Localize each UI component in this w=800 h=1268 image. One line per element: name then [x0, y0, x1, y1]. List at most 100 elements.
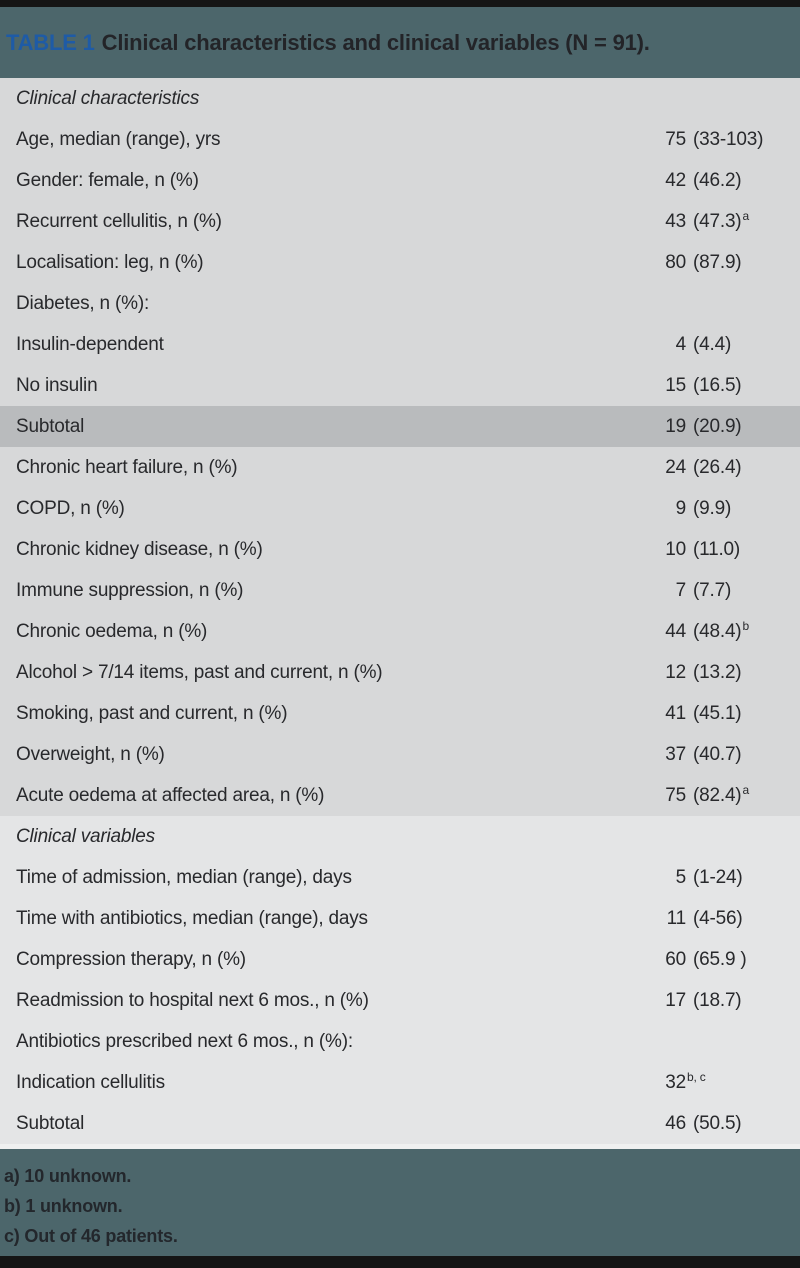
value-number: 75: [665, 784, 686, 806]
table-body: Clinical characteristics Age, median (ran…: [0, 78, 800, 1144]
value-parenthetical: (4-56): [693, 907, 743, 929]
row-value: 75 (33-103): [610, 119, 763, 160]
table-row: Indication cellulitis 32 b, c: [0, 1062, 800, 1103]
value-number: 24: [665, 456, 686, 478]
row-value: 42 (46.2): [610, 160, 741, 201]
row-value: 4 (4.4): [610, 324, 732, 365]
value-number: 43: [665, 210, 686, 232]
row-label: Gender: female, n (%): [16, 169, 199, 191]
row-label: COPD, n (%): [16, 497, 125, 519]
row-label: Time of admission, median (range), days: [16, 866, 352, 888]
footnote-marker: b: [742, 618, 749, 633]
value-parenthetical: (18.7): [693, 989, 742, 1011]
footer-separator: [0, 1144, 800, 1149]
value-parenthetical: (4.4): [693, 333, 732, 355]
row-label: Time with antibiotics, median (range), d…: [16, 907, 368, 929]
table-row: Time with antibiotics, median (range), d…: [0, 898, 800, 939]
value-parenthetical: (82.4): [693, 784, 742, 806]
table-row: No insulin 15 (16.5): [0, 365, 800, 406]
footnote-line: b) 1 unknown.: [4, 1196, 123, 1216]
value-number: 9: [675, 497, 687, 519]
row-label: Indication cellulitis: [16, 1071, 165, 1093]
row-value: 32 b, c: [610, 1062, 706, 1103]
value-parenthetical: (45.1): [693, 702, 742, 724]
row-label: Diabetes, n (%):: [16, 292, 150, 314]
row-label: Clinical variables: [16, 825, 155, 847]
value-parenthetical: (16.5): [693, 374, 742, 396]
table-title: Clinical characteristics and clinical va…: [101, 29, 650, 55]
value-parenthetical: (87.9): [693, 251, 742, 273]
value-parenthetical: (40.7): [693, 743, 742, 765]
value-number: 41: [665, 702, 686, 724]
table-row: Insulin-dependent 4 (4.4): [0, 324, 800, 365]
table-row: COPD, n (%) 9 (9.9): [0, 488, 800, 529]
row-label: Subtotal: [16, 1112, 85, 1134]
row-value: 43 (47.3) a: [610, 201, 749, 242]
value-number: 12: [665, 661, 686, 683]
table-row: Localisation: leg, n (%) 80 (87.9): [0, 242, 800, 283]
row-value: 60 (65.9 ): [610, 939, 746, 980]
table-row: Compression therapy, n (%) 60 (65.9 ): [0, 939, 800, 980]
value-number: 46: [665, 1112, 686, 1134]
row-label: Readmission to hospital next 6 mos., n (…: [16, 989, 369, 1011]
row-label: No insulin: [16, 374, 98, 396]
row-label: Smoking, past and current, n (%): [16, 702, 288, 724]
footnotes-block: a) 10 unknown. b) 1 unknown. c) Out of 46 …: [0, 1149, 800, 1256]
table-row: Subtotal 19 (20.9): [0, 406, 800, 447]
row-value: 75 (82.4) a: [610, 775, 749, 816]
row-label: Chronic kidney disease, n (%): [16, 538, 263, 560]
value-parenthetical: (13.2): [693, 661, 742, 683]
value-number: 19: [665, 415, 686, 437]
table-row: Recurrent cellulitis, n (%) 43 (47.3) a: [0, 201, 800, 242]
footnote-marker: a: [742, 782, 749, 797]
value-number: 10: [665, 538, 686, 560]
value-parenthetical: (20.9): [693, 415, 742, 437]
value-parenthetical: (46.2): [693, 169, 742, 191]
value-number: 17: [665, 989, 686, 1011]
table-row: Gender: female, n (%) 42 (46.2): [0, 160, 800, 201]
row-label: Chronic heart failure, n (%): [16, 456, 238, 478]
table-row: Clinical characteristics: [0, 78, 800, 119]
footnote-line: a) 10 unknown.: [4, 1166, 132, 1186]
value-parenthetical: (33-103): [693, 128, 764, 150]
value-parenthetical: (47.3): [693, 210, 742, 232]
value-parenthetical: (7.7): [693, 579, 732, 601]
top-rule: [0, 0, 800, 7]
row-value: 11 (4-56): [610, 898, 743, 939]
row-value: 15 (16.5): [610, 365, 741, 406]
row-label: Immune suppression, n (%): [16, 579, 244, 601]
value-number: 15: [665, 374, 686, 396]
row-label: Recurrent cellulitis, n (%): [16, 210, 222, 232]
row-label: Localisation: leg, n (%): [16, 251, 204, 273]
value-number: 32: [665, 1071, 686, 1093]
row-value: 41 (45.1): [610, 693, 741, 734]
row-value: 46 (50.5): [610, 1103, 741, 1144]
row-value: 44 (48.4) b: [610, 611, 749, 652]
row-value: 10 (11.0): [610, 529, 740, 570]
value-parenthetical: (50.5): [693, 1112, 742, 1134]
row-value: 7 (7.7): [610, 570, 732, 611]
table-row: Age, median (range), yrs 75 (33-103): [0, 119, 800, 160]
table-row: Immune suppression, n (%) 7 (7.7): [0, 570, 800, 611]
row-value: 80 (87.9): [610, 242, 741, 283]
row-label: Clinical characteristics: [16, 87, 200, 109]
row-label: Alcohol > 7/14 items, past and current, …: [16, 661, 383, 683]
row-label: Antibiotics prescribed next 6 mos., n (%…: [16, 1030, 353, 1052]
row-label: Chronic oedema, n (%): [16, 620, 208, 642]
value-number: 42: [665, 169, 686, 191]
value-number: 4: [675, 333, 687, 355]
value-number: 7: [675, 579, 687, 601]
row-value: 24 (26.4): [610, 447, 741, 488]
row-label: Insulin-dependent: [16, 333, 164, 355]
table-row: Diabetes, n (%):: [0, 283, 800, 324]
value-number: 11: [666, 907, 687, 929]
table-row: Chronic heart failure, n (%) 24 (26.4): [0, 447, 800, 488]
row-label: Subtotal: [16, 415, 85, 437]
table-row: Antibiotics prescribed next 6 mos., n (%…: [0, 1021, 800, 1062]
footnote-marker: b, c: [687, 1069, 706, 1084]
value-parenthetical: (48.4): [693, 620, 742, 642]
table-row: Chronic kidney disease, n (%) 10 (11.0): [0, 529, 800, 570]
table-row: Acute oedema at affected area, n (%) 75 (8…: [0, 775, 800, 816]
row-value: 19 (20.9): [610, 406, 741, 447]
